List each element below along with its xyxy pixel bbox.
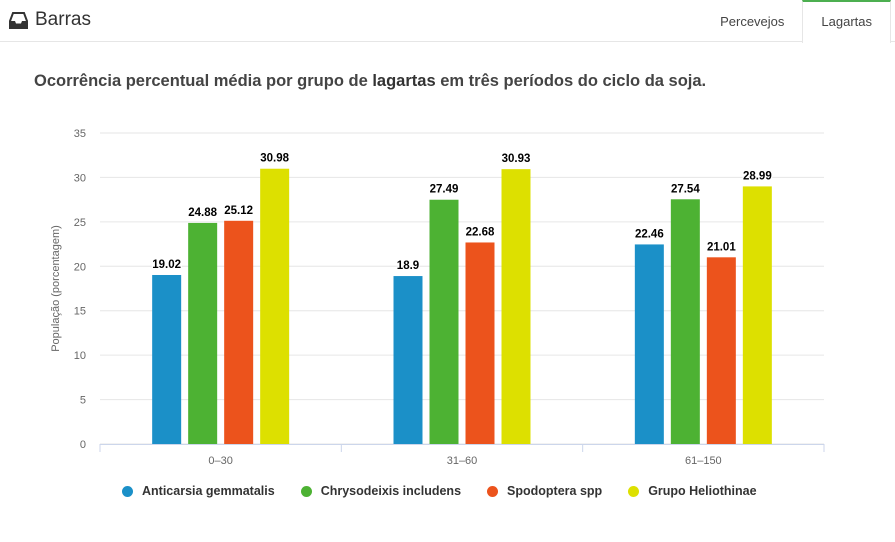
bar (706, 257, 736, 444)
y-tick-label: 20 (74, 261, 86, 273)
y-axis-label: População (porcentagem) (50, 225, 62, 352)
bar (188, 222, 218, 444)
y-tick-label: 10 (74, 350, 86, 362)
y-tick-label: 0 (80, 439, 86, 451)
legend-label: Grupo Heliothinae (648, 484, 757, 498)
legend-swatch (300, 485, 312, 497)
data-label: 19.02 (152, 259, 181, 271)
data-label: 27.54 (671, 183, 700, 195)
data-label: 18.9 (397, 260, 419, 272)
bar (152, 274, 182, 444)
data-label: 25.12 (224, 205, 253, 217)
bar (501, 169, 531, 444)
chart-title-suffix: em três períodos do ciclo da soja. (435, 72, 707, 90)
data-label: 27.49 (430, 184, 459, 196)
bar (429, 199, 459, 444)
chart-title-prefix: Ocorrência percentual média por grupo de (34, 72, 373, 90)
legend-label: Spodoptera spp (507, 484, 603, 498)
chart-legend: Anticarsia gemmatalis Chrysodeixis includ… (122, 484, 783, 498)
bar (393, 276, 423, 444)
bar-chart: 0 5 10 15 20 25 30 35 População (porcentagem) 0–3… (50, 128, 825, 467)
tab-bar: Percevejos Lagartas (702, 0, 895, 43)
x-tick-label: 61–150 (685, 455, 722, 467)
inbox-tray-icon (9, 12, 28, 29)
bar (742, 186, 772, 444)
legend-swatch (628, 485, 640, 497)
chart-title-emphasis: lagartas (372, 72, 436, 90)
bar (224, 220, 254, 444)
tab-lagartas[interactable]: Lagartas (802, 0, 891, 43)
bar (465, 242, 495, 444)
data-label: 21.01 (707, 241, 736, 253)
data-label: 24.88 (188, 207, 217, 219)
header-bar: Barras Percevejos Lagartas (0, 0, 895, 43)
y-tick-label: 5 (80, 395, 86, 407)
data-label: 30.93 (502, 153, 531, 165)
x-tick-label: 0–30 (208, 455, 232, 467)
data-label: 22.46 (635, 228, 664, 240)
data-label: 22.68 (466, 226, 495, 238)
bar (670, 199, 700, 444)
x-tick-label: 31–60 (447, 455, 478, 467)
y-tick-label: 30 (74, 172, 86, 184)
legend-swatch (487, 485, 499, 497)
legend-label: Chrysodeixis includens (320, 484, 462, 498)
legend-item[interactable]: Anticarsia gemmatalis (122, 484, 275, 498)
tab-percevejos[interactable]: Percevejos (720, 14, 785, 29)
legend-item[interactable]: Spodoptera spp (487, 484, 602, 498)
legend-item[interactable]: Chrysodeixis includens (300, 484, 462, 498)
bar (260, 168, 290, 444)
y-tick-label: 15 (74, 306, 86, 318)
chart-title: Ocorrência percentual média por grupo de… (34, 72, 706, 91)
y-tick-label: 35 (74, 128, 86, 140)
y-tick-label: 25 (74, 217, 86, 229)
legend-swatch (122, 485, 133, 497)
page-title: Barras (35, 9, 91, 30)
legend-label: Anticarsia gemmatalis (142, 484, 275, 498)
data-label: 30.98 (260, 153, 289, 165)
data-label: 28.99 (743, 170, 772, 182)
legend-item[interactable]: Grupo Heliothinae (628, 484, 757, 498)
bar (634, 244, 664, 444)
